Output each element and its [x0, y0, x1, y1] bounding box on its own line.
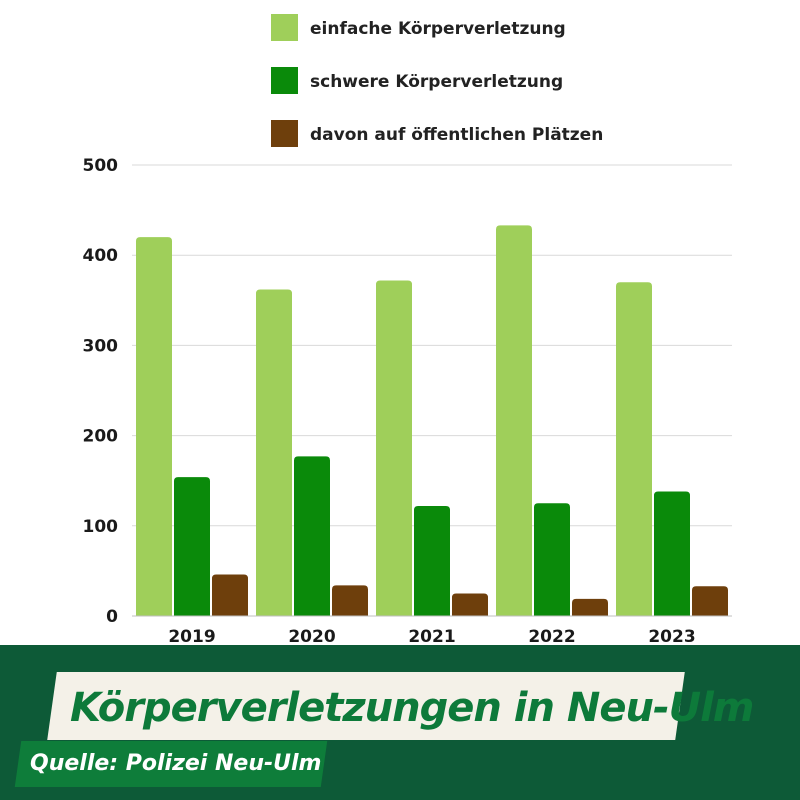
bar-chart: einfache Körperverletzung schwere Körperv… — [83, 14, 732, 645]
y-tick-label-200: 200 — [83, 427, 119, 447]
legend-swatch-2 — [271, 67, 298, 94]
y-tick-label-300: 300 — [83, 336, 119, 356]
legend-label-2: schwere Körperverletzung — [310, 72, 563, 92]
bar-2021-series-1 — [376, 280, 412, 616]
bar-2019-series-2 — [174, 477, 210, 616]
legend-label-3: davon auf öffentlichen Plätzen — [310, 125, 603, 145]
legend-swatch-3 — [271, 120, 298, 147]
legend-swatch-1 — [271, 14, 298, 41]
bar-2023-series-1 — [616, 282, 652, 616]
y-tick-label-100: 100 — [83, 517, 119, 537]
bar-2023-series-2 — [654, 491, 690, 616]
x-tick-label-2022: 2022 — [528, 627, 575, 645]
bar-2021-series-2 — [414, 505, 450, 616]
x-tick-label-2023: 2023 — [648, 627, 695, 645]
bar-2022-series-3 — [572, 598, 608, 616]
x-tick-label-2021: 2021 — [408, 627, 455, 645]
bar-2022-series-1 — [496, 225, 532, 616]
y-tick-label-400: 400 — [83, 246, 119, 266]
legend-label-1: einfache Körperverletzung — [310, 19, 566, 39]
bar-2022-series-2 — [534, 503, 570, 616]
x-tick-label-2019: 2019 — [168, 627, 215, 645]
chart-legend: einfache Körperverletzung schwere Körperv… — [271, 14, 603, 147]
bar-2019-series-1 — [136, 237, 172, 616]
x-tick-label-2020: 2020 — [288, 627, 335, 645]
x-axis: 2019 2020 2021 2022 2023 — [132, 615, 732, 645]
source-label: Quelle: Polizei Neu-Ulm — [30, 751, 322, 776]
bar-2020-series-2 — [294, 456, 330, 616]
bar-2020-series-1 — [256, 289, 292, 616]
chart-bars — [136, 225, 728, 616]
bar-2019-series-3 — [212, 574, 248, 616]
bar-2020-series-3 — [332, 585, 368, 616]
bar-2023-series-3 — [692, 586, 728, 616]
page-title: Körperverletzungen in Neu-Ulm — [70, 685, 754, 731]
y-axis: 0 100 200 300 400 500 — [83, 156, 119, 627]
y-tick-label-0: 0 — [106, 607, 118, 627]
y-tick-label-500: 500 — [83, 156, 119, 176]
bar-2021-series-3 — [452, 593, 488, 616]
